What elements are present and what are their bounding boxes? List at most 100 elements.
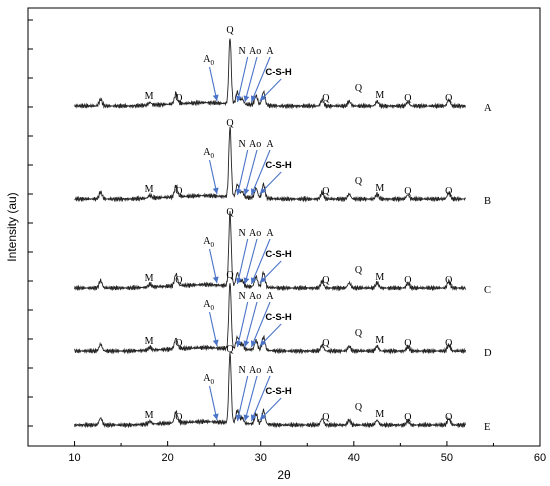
annotation-arrow xyxy=(236,149,249,196)
annotation-arrow xyxy=(236,238,249,285)
annotation-arrowhead xyxy=(250,277,257,284)
label-M: M xyxy=(145,184,154,195)
y-axis-ticks xyxy=(28,19,33,427)
label-A0: A0 xyxy=(203,299,214,312)
label-A0-letter: A xyxy=(203,147,211,158)
plot-frame xyxy=(27,7,541,447)
annotation-arrow xyxy=(250,238,271,285)
label-CSH: C-S-H xyxy=(265,160,292,171)
label-A0-letter: A xyxy=(203,236,211,247)
annotation-arrowhead xyxy=(235,188,242,195)
label-Q-main: Q xyxy=(226,270,234,281)
label-A0: A0 xyxy=(203,147,214,160)
label-A: A xyxy=(266,46,274,57)
xrd-trace xyxy=(74,283,466,355)
annotation-arrowhead xyxy=(212,276,219,283)
label-Q-main: Q xyxy=(226,207,234,218)
label-Q: Q xyxy=(322,93,330,104)
annotation-arrowhead xyxy=(212,339,219,346)
label-Q: Q xyxy=(404,93,412,104)
annotation-arrowhead xyxy=(235,340,242,347)
label-A0-letter: A xyxy=(203,54,211,65)
annotation-arrow xyxy=(236,375,249,422)
label-Ao: Ao xyxy=(249,365,261,376)
label-Q: Q xyxy=(445,275,453,286)
x-tick-label: 60 xyxy=(534,452,546,464)
label-CSH: C-S-H xyxy=(265,312,292,323)
label-A0-subscript: 0 xyxy=(210,59,214,67)
xrd-trace xyxy=(74,38,466,110)
label-N: N xyxy=(238,291,245,302)
label-A0: A0 xyxy=(203,373,214,386)
x-axis-ticks: 10 20 30 40 50 60 xyxy=(68,441,546,464)
label-A: A xyxy=(266,139,274,150)
label-A: A xyxy=(266,365,274,376)
annotation-arrowhead xyxy=(259,94,267,101)
x-tick-label: 20 xyxy=(162,452,174,464)
annotation-arrowhead xyxy=(235,414,242,421)
trace-label: E xyxy=(484,422,490,433)
label-Q-main: Q xyxy=(226,118,234,129)
annotation-arrowhead xyxy=(212,413,219,420)
annotation-arrowhead xyxy=(250,188,257,195)
annotation-arrow xyxy=(250,301,271,348)
label-A: A xyxy=(266,291,274,302)
label-Q: Q xyxy=(355,83,363,94)
annotation-arrow xyxy=(244,149,258,196)
label-Q: Q xyxy=(175,93,183,104)
label-A0-letter: A xyxy=(203,299,211,310)
annotation-arrow xyxy=(244,56,258,103)
annotation-arrow xyxy=(244,301,258,348)
annotation-arrowhead xyxy=(235,277,242,284)
label-Q: Q xyxy=(175,338,183,349)
annotation-arrowhead xyxy=(259,413,267,420)
label-M: M xyxy=(145,410,154,421)
label-N: N xyxy=(238,365,245,376)
annotation-arrowhead xyxy=(243,95,250,102)
label-Q: Q xyxy=(175,412,183,423)
label-CSH: C-S-H xyxy=(265,67,292,78)
label-Ao: Ao xyxy=(249,228,261,239)
x-tick-label: 10 xyxy=(68,452,80,464)
label-A: A xyxy=(266,228,274,239)
label-A0: A0 xyxy=(203,236,214,249)
label-A0: A0 xyxy=(203,54,214,67)
annotation-arrowhead xyxy=(250,414,257,421)
label-A0-subscript: 0 xyxy=(210,378,214,386)
label-CSH: C-S-H xyxy=(265,386,292,397)
label-M: M xyxy=(375,272,384,283)
label-Q: Q xyxy=(322,338,330,349)
annotation-arrow xyxy=(244,375,258,422)
annotation-arrow xyxy=(250,56,271,103)
label-CSH: C-S-H xyxy=(265,249,292,260)
label-Q: Q xyxy=(404,412,412,423)
label-M: M xyxy=(145,91,154,102)
annotation-arrowhead xyxy=(212,187,219,194)
label-N: N xyxy=(238,46,245,57)
label-Q: Q xyxy=(322,186,330,197)
annotation-arrow xyxy=(250,375,271,422)
label-Q: Q xyxy=(175,275,183,286)
annotation-arrow xyxy=(250,149,271,196)
label-A0-subscript: 0 xyxy=(210,304,214,312)
label-Q: Q xyxy=(355,176,363,187)
trace-label: D xyxy=(484,348,492,359)
label-M: M xyxy=(375,335,384,346)
label-Q: Q xyxy=(355,402,363,413)
annotation-arrowhead xyxy=(212,94,219,101)
label-Ao: Ao xyxy=(249,139,261,150)
x-axis-title: 2θ xyxy=(277,468,291,482)
label-M: M xyxy=(145,273,154,284)
label-N: N xyxy=(238,228,245,239)
x-tick-label: 30 xyxy=(255,452,267,464)
annotation-arrow xyxy=(244,238,258,285)
label-Ao: Ao xyxy=(249,46,261,57)
xrd-traces: A B C D E xyxy=(74,38,492,433)
label-Q: Q xyxy=(445,186,453,197)
label-Q: Q xyxy=(445,412,453,423)
label-Q: Q xyxy=(404,186,412,197)
x-tick-label: 50 xyxy=(441,452,453,464)
annotation-arrowhead xyxy=(243,188,250,195)
